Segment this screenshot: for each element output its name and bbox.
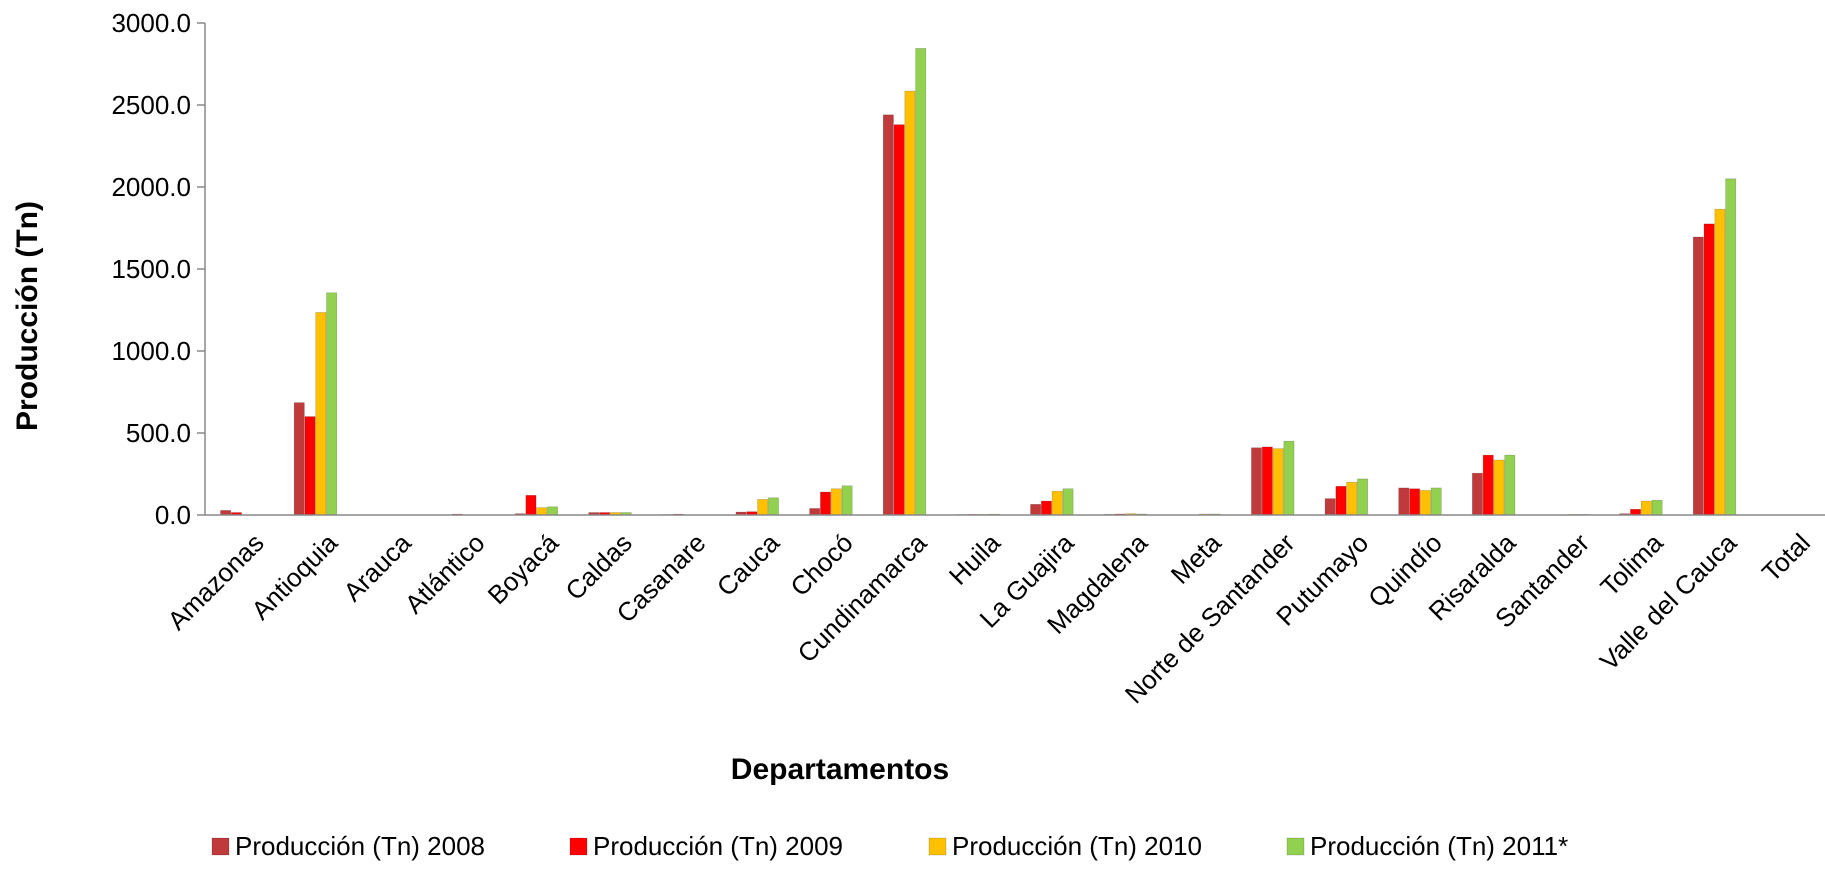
bar [1692,236,1704,516]
bar [882,114,894,516]
y-axis-ticks: 0.0 500.0 1000.0 1500.0 2000.0 2500.0 3000.0 [111,8,205,530]
bar [1409,488,1420,516]
x-tick-label: Atlántico [399,528,491,620]
bar [904,90,916,516]
legend-label: Producción (Tn) 2009 [593,831,843,861]
bar [809,508,821,516]
x-tick-label: Huila [943,527,1006,590]
bar [915,48,927,516]
legend: Producción (Tn) 2008 Producción (Tn) 2009… [211,831,1568,861]
bar [1030,504,1042,516]
x-tick-label: Total [1756,528,1816,588]
x-axis-title: Departamentos [731,753,949,786]
x-tick-label: Boyacá [482,527,565,610]
bar [1651,499,1663,516]
y-tick-label: 1000.0 [111,336,191,366]
bar [293,402,305,516]
x-tick-label: Amazonas [162,528,270,636]
bar [1051,490,1063,516]
bar [1335,485,1347,516]
bar [820,491,831,516]
bar [1420,490,1431,516]
x-tick-label: Meta [1165,527,1227,589]
x-tick-label: Valle del Cauca [1594,527,1743,676]
x-tick-label: Cauca [711,527,786,602]
x-axis-labels: AmazonasAntioquiaAraucaAtlánticoBoyacáCa… [162,527,1816,709]
bar [525,495,537,516]
bar [304,416,316,516]
bar [757,499,769,516]
bar [1357,478,1368,516]
bar [315,312,327,516]
y-tick-label: 0.0 [155,500,191,530]
bar [1640,500,1652,516]
bars [220,48,1737,516]
y-tick-label: 500.0 [126,418,191,448]
bar [547,506,558,516]
bar [1630,508,1641,516]
bar [536,507,548,516]
x-tick-label: Cundinamarca [792,527,933,668]
bar [1261,446,1273,516]
bar [1493,459,1505,516]
bar [1251,447,1262,516]
bar [1504,454,1516,516]
bar [1398,487,1410,516]
y-axis-title: Producción (Tn) [11,201,44,431]
bar [768,497,779,516]
bar [1703,223,1715,516]
bar [1714,208,1726,516]
bar [1041,500,1052,516]
bar [326,292,338,516]
y-tick-label: 2000.0 [111,172,191,202]
legend-swatch [1286,837,1305,856]
legend-label: Producción (Tn) 2008 [235,831,485,861]
bar [1324,498,1336,516]
legend-swatch [569,837,588,856]
bar [1346,481,1358,516]
bar [1272,448,1284,516]
y-tick-label: 1500.0 [111,254,191,284]
bar [1482,454,1494,516]
bar [1062,488,1074,516]
legend-label: Producción (Tn) 2010 [952,831,1202,861]
bar [1283,440,1295,516]
bar [1430,487,1442,516]
bar [830,488,842,516]
bar [893,124,905,516]
bar [1472,472,1483,516]
bar [841,485,853,516]
y-tick-label: 3000.0 [111,8,191,38]
bar [1725,178,1737,516]
legend-swatch [211,837,230,856]
legend-label: Producción (Tn) 2011* [1310,831,1568,861]
legend-swatch [928,837,947,856]
y-tick-label: 2500.0 [111,90,191,120]
